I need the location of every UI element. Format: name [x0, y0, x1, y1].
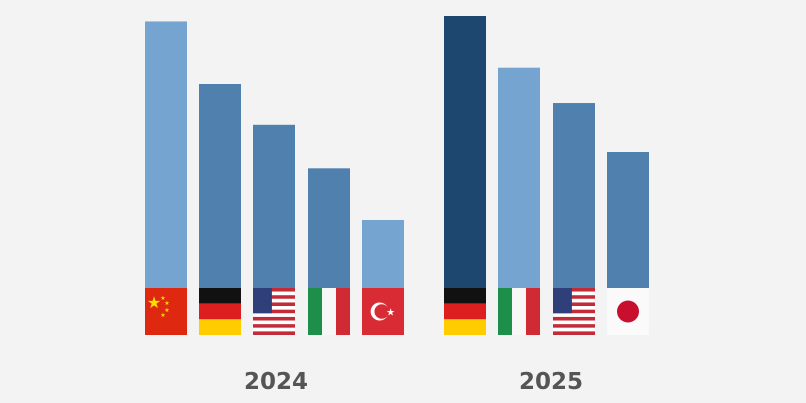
group-label-2024: 2024 [244, 369, 308, 395]
bar-china-2024 [145, 21, 187, 288]
turkey-flag-2024: ★ [362, 288, 404, 335]
china-flag-2024: ★ ★★★★ [145, 288, 187, 335]
svg-text:★: ★ [164, 307, 169, 314]
bar-turkey-2024 [362, 220, 404, 288]
group-label-2025: 2025 [519, 369, 583, 395]
svg-text:★: ★ [164, 300, 169, 307]
svg-text:★: ★ [147, 293, 161, 312]
italy-flag-2025 [498, 288, 540, 335]
bar-germany-2025 [444, 16, 486, 288]
svg-text:★: ★ [160, 312, 165, 319]
bar-germany-2024 [199, 84, 241, 288]
bar-usa-2025 [553, 103, 595, 288]
svg-text:★: ★ [386, 308, 395, 319]
bar-japan-2025 [607, 152, 649, 288]
bar-usa-2024 [253, 124, 295, 288]
usa-flag-2025 [553, 288, 595, 335]
japan-flag-2025 [607, 288, 649, 335]
italy-flag-2024 [308, 288, 350, 335]
germany-flag-2024 [199, 288, 241, 335]
bar-italy-2025 [498, 67, 540, 289]
bar-italy-2024 [308, 168, 350, 288]
germany-flag-2025 [444, 288, 486, 335]
svg-text:★: ★ [160, 295, 165, 302]
usa-flag-2024 [253, 288, 295, 335]
